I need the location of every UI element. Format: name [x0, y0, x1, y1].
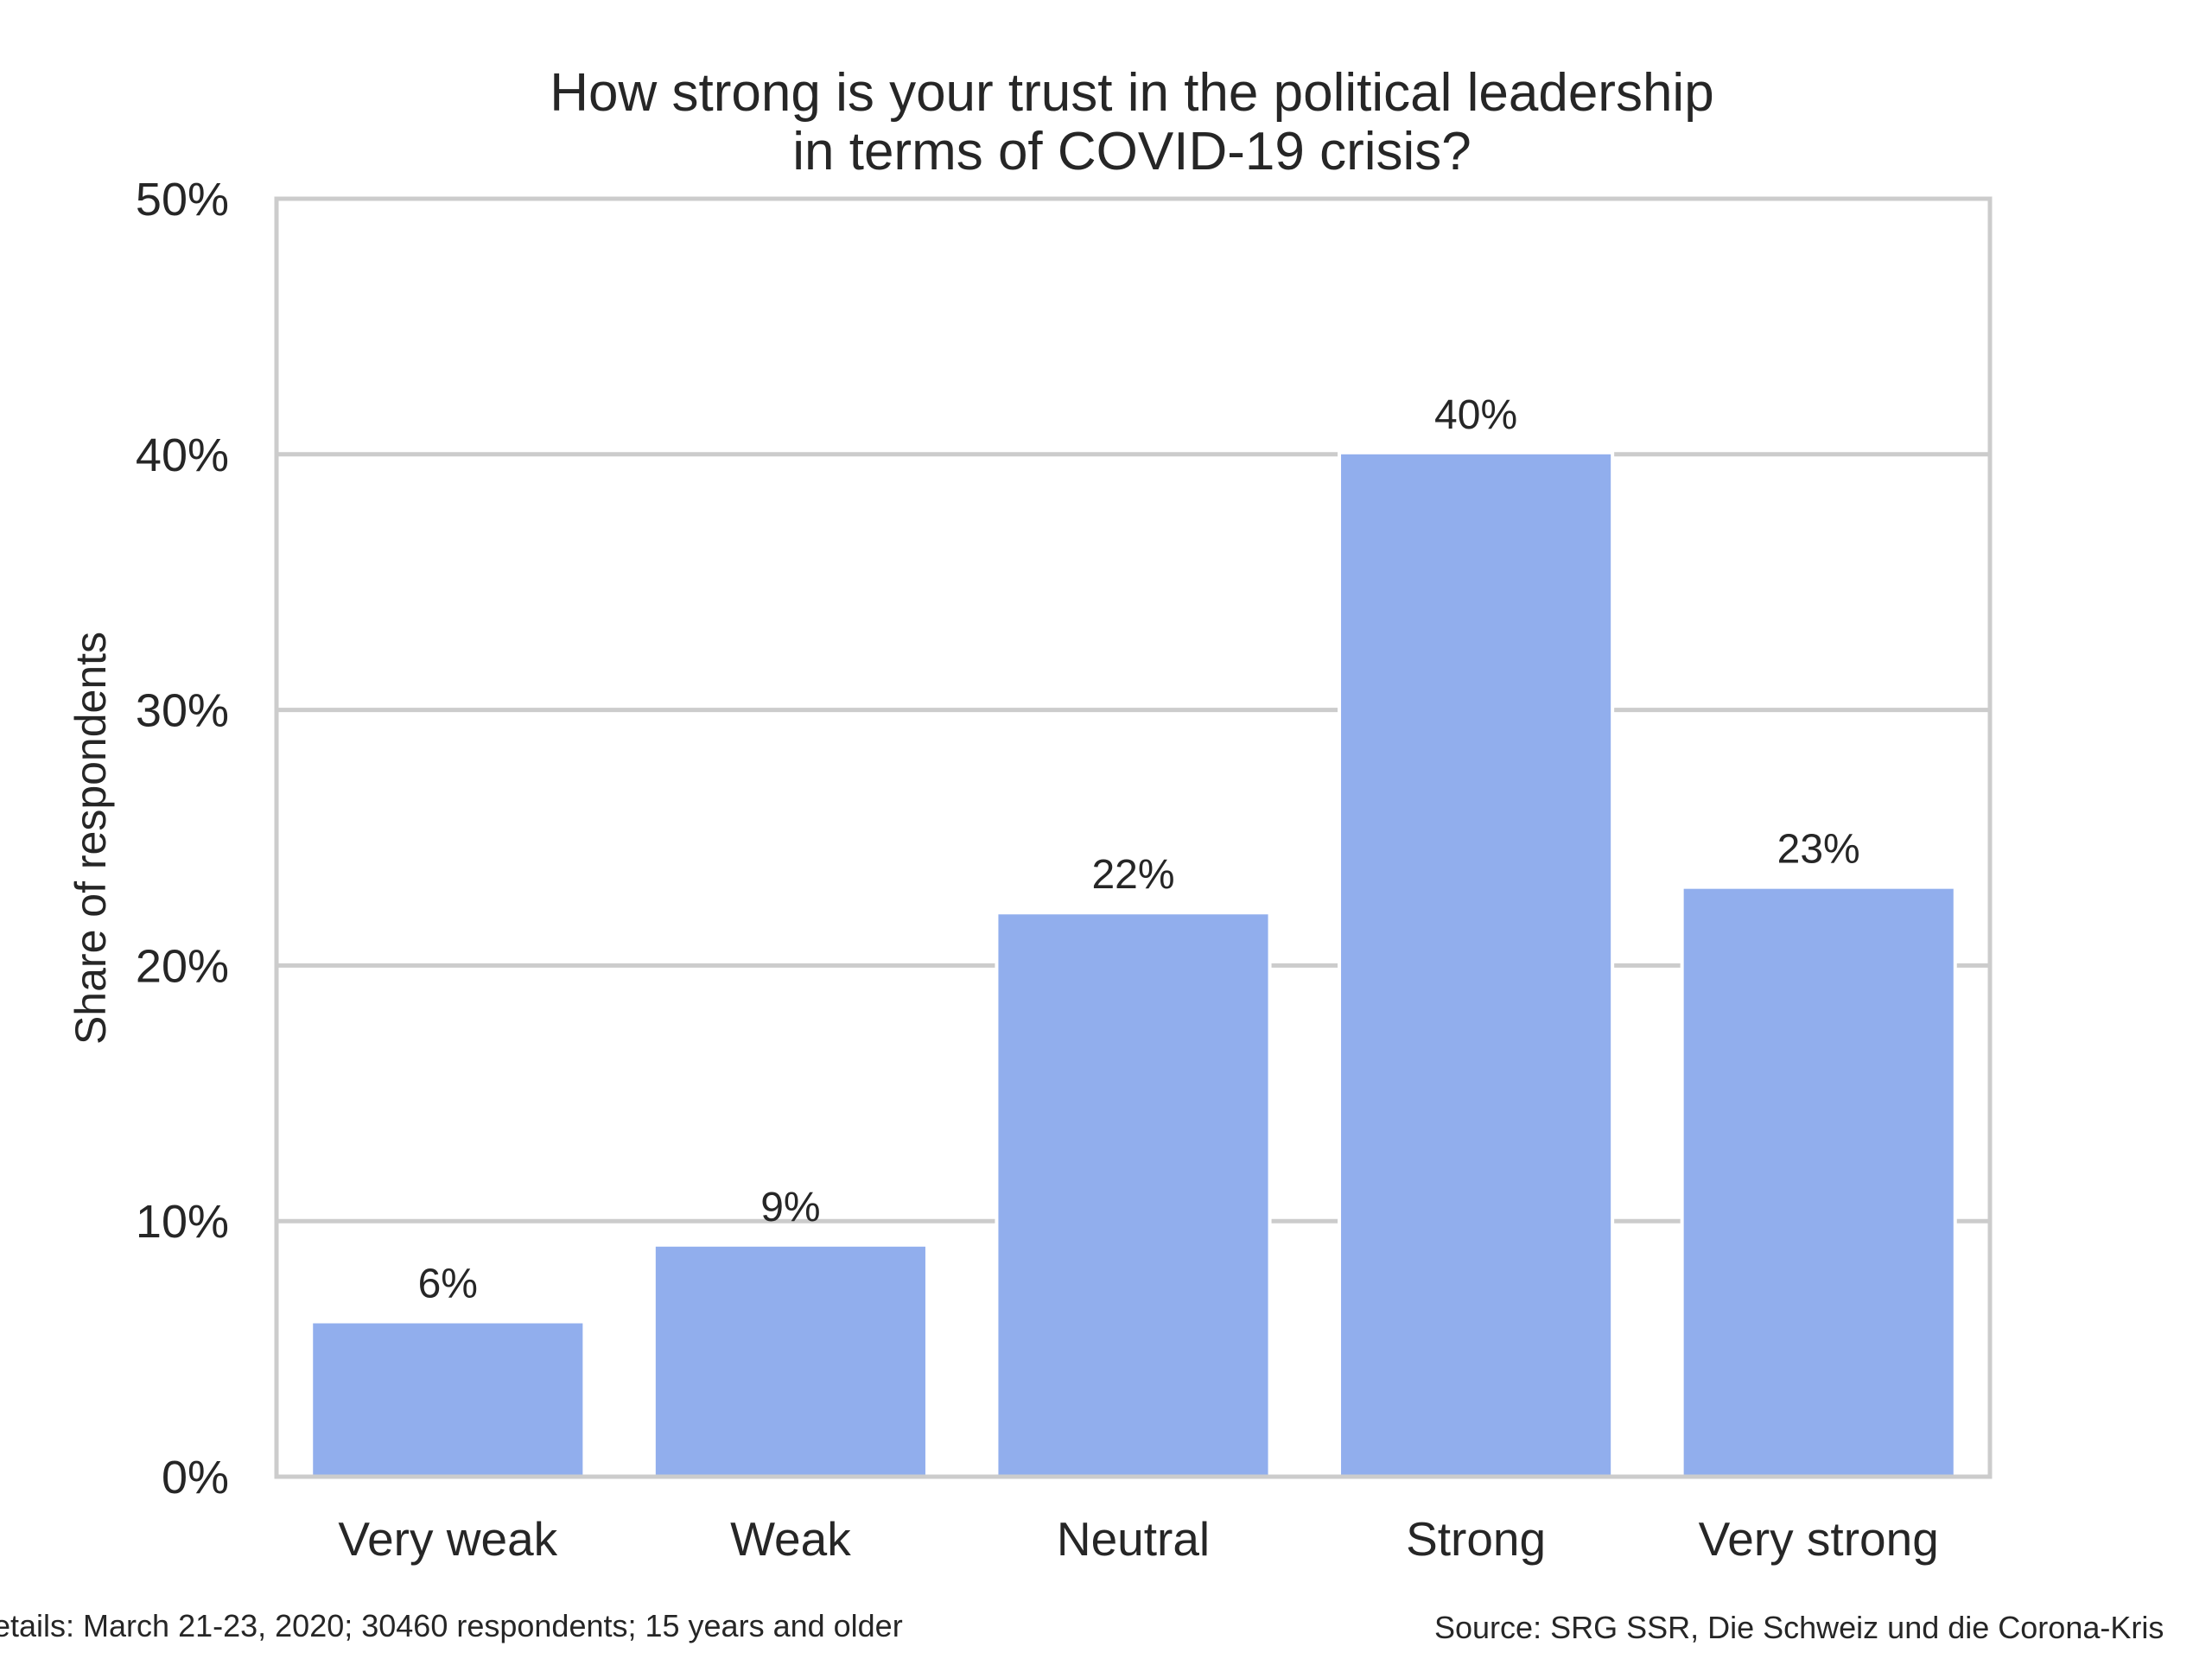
- y-tick-label: 0%: [162, 1452, 229, 1503]
- bar-value-label: 40%: [1434, 392, 1517, 438]
- plot-frame: [274, 196, 1993, 1479]
- x-tick-label: Very weak: [338, 1512, 557, 1566]
- bar-value-label: 6%: [418, 1262, 478, 1307]
- chart-title-line-1: How strong is your trust in the politica…: [550, 63, 1713, 123]
- bar-value-label: 22%: [1091, 852, 1174, 898]
- x-tick-label: Strong: [1406, 1512, 1546, 1566]
- y-tick-labels: 0% 10% 20% 30% 40% 50%: [136, 174, 229, 1503]
- bar: [655, 1246, 925, 1477]
- y-tick-label: 10%: [136, 1196, 229, 1248]
- bar: [313, 1323, 583, 1477]
- footer-details: etails: March 21-23, 2020; 30460 respond…: [0, 1608, 903, 1643]
- x-tick-label: Very strong: [1699, 1512, 1939, 1566]
- chart-title-line-2: in terms of COVID-19 crisis?: [792, 122, 1471, 181]
- data-labels: 6% 9% 22% 40% 23%: [418, 392, 1860, 1307]
- x-tick-label: Weak: [730, 1512, 851, 1566]
- bars: [309, 450, 1957, 1477]
- y-tick-label: 20%: [136, 940, 229, 992]
- bar: [998, 914, 1268, 1477]
- y-tick-label: 50%: [136, 174, 229, 226]
- y-axis-title: Share of respondents: [67, 632, 115, 1045]
- y-tick-label: 40%: [136, 429, 229, 481]
- bar: [1341, 454, 1611, 1477]
- bar: [1683, 888, 1954, 1477]
- plot-border: [274, 196, 1993, 1479]
- bar-value-label: 9%: [760, 1185, 820, 1230]
- x-tick-labels: Very weak Weak Neutral Strong Very strong: [338, 1512, 1938, 1566]
- y-tick-label: 30%: [136, 685, 229, 737]
- bar-value-label: 23%: [1777, 827, 1860, 873]
- x-tick-label: Neutral: [1057, 1512, 1210, 1566]
- chart-title: How strong is your trust in the politica…: [550, 63, 1713, 181]
- footer-source: Source: SRG SSR, Die Schweiz und die Cor…: [1434, 1610, 2164, 1645]
